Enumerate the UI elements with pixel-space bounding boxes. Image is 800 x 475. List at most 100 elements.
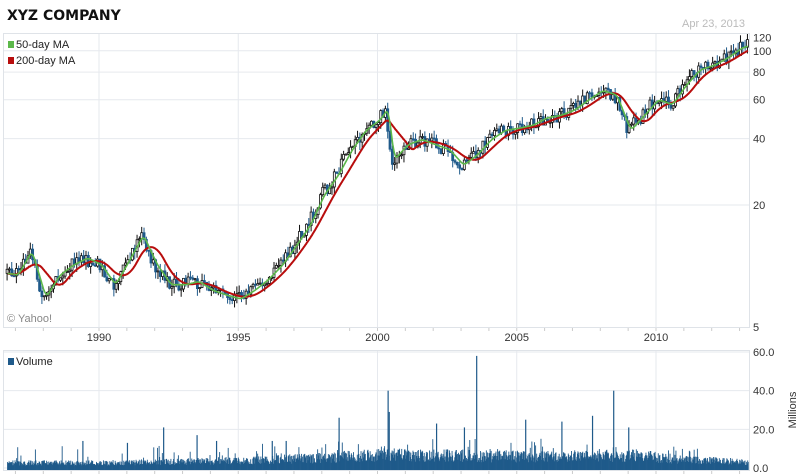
volume-bar bbox=[211, 460, 213, 470]
candle bbox=[571, 102, 575, 106]
volume-bar bbox=[731, 458, 733, 470]
volume-bar bbox=[277, 462, 279, 470]
volume-bar bbox=[173, 452, 175, 470]
volume-bar bbox=[747, 462, 749, 470]
volume-bar bbox=[559, 458, 561, 470]
volume-bar bbox=[106, 465, 108, 470]
volume-bar bbox=[54, 460, 56, 470]
volume-bar bbox=[140, 459, 142, 470]
candle bbox=[585, 92, 589, 105]
price-tick-label: 80 bbox=[753, 67, 765, 79]
volume-bar bbox=[119, 461, 121, 470]
volume-bar bbox=[285, 457, 286, 470]
volume-bar bbox=[744, 460, 746, 470]
volume-bar bbox=[610, 454, 612, 470]
volume-bar bbox=[107, 464, 109, 470]
volume-bar bbox=[564, 453, 566, 470]
price-tick-label: 5 bbox=[753, 322, 759, 334]
volume-bar bbox=[727, 460, 729, 470]
price-panel-frame bbox=[3, 33, 750, 328]
volume-bar bbox=[51, 463, 52, 470]
volume-bar bbox=[567, 453, 569, 470]
volume-bar bbox=[297, 457, 299, 470]
volume-bar bbox=[373, 456, 375, 470]
volume-bar bbox=[500, 454, 502, 470]
volume-bar bbox=[244, 460, 246, 470]
volume-bar bbox=[719, 459, 721, 470]
legend-swatch-ma50 bbox=[8, 41, 14, 48]
volume-bar bbox=[7, 462, 8, 470]
volume-bar bbox=[527, 454, 529, 470]
volume-bar bbox=[380, 452, 382, 470]
volume-bar bbox=[460, 453, 462, 470]
volume-bar bbox=[539, 452, 541, 470]
volume-spike-bar bbox=[387, 390, 389, 470]
volume-bar bbox=[466, 460, 468, 470]
volume-bar bbox=[737, 461, 738, 470]
volume-bar bbox=[606, 449, 608, 470]
legend-label-ma200: 200-day MA bbox=[16, 55, 76, 67]
volume-bar bbox=[401, 448, 403, 470]
volume-bar bbox=[723, 458, 725, 470]
volume-bar bbox=[364, 453, 366, 470]
volume-bar bbox=[494, 453, 496, 470]
volume-bar bbox=[105, 460, 107, 470]
volume-bar bbox=[152, 463, 154, 470]
volume-bar bbox=[273, 460, 275, 470]
volume-bar bbox=[177, 455, 179, 470]
candle bbox=[462, 159, 466, 170]
volume-bar bbox=[670, 462, 672, 470]
volume-bar bbox=[37, 462, 39, 470]
volume-bar bbox=[140, 460, 142, 470]
volume-bar bbox=[23, 461, 25, 470]
candle bbox=[230, 299, 234, 301]
volume-bar bbox=[40, 463, 42, 470]
volume-bar bbox=[197, 458, 199, 470]
volume-bar bbox=[209, 455, 211, 470]
volume-bar bbox=[333, 452, 335, 470]
volume-bar bbox=[185, 464, 187, 470]
volume-bar bbox=[43, 461, 45, 470]
volume-bar bbox=[686, 460, 688, 470]
volume-bar bbox=[286, 461, 288, 470]
volume-bar bbox=[572, 460, 574, 470]
candle bbox=[588, 92, 592, 95]
volume-bar bbox=[200, 462, 202, 470]
volume-bar bbox=[173, 459, 175, 470]
volume-bar bbox=[207, 462, 209, 470]
volume-bar bbox=[541, 459, 542, 470]
candle bbox=[68, 269, 72, 272]
volume-bar bbox=[586, 450, 587, 470]
volume-bar bbox=[274, 460, 276, 470]
volume-bar bbox=[131, 460, 133, 470]
volume-bar bbox=[632, 456, 634, 470]
volume-bar bbox=[437, 454, 439, 470]
volume-bar bbox=[135, 459, 137, 470]
volume-bar bbox=[295, 461, 297, 470]
volume-bar bbox=[290, 461, 292, 470]
volume-bar bbox=[703, 458, 705, 470]
volume-bar bbox=[272, 458, 274, 470]
volume-bar bbox=[288, 461, 290, 470]
volume-bar bbox=[688, 457, 690, 470]
volume-bar bbox=[182, 459, 184, 470]
volume-bar bbox=[53, 462, 55, 470]
volume-bar bbox=[48, 461, 50, 470]
volume-bar bbox=[480, 451, 481, 470]
candle bbox=[634, 117, 638, 123]
volume-bar bbox=[302, 456, 304, 470]
volume-bar bbox=[449, 452, 451, 470]
volume-bar bbox=[410, 452, 412, 470]
volume-bar bbox=[467, 459, 469, 470]
volume-bar bbox=[78, 462, 80, 470]
volume-bar bbox=[88, 460, 90, 470]
candle bbox=[256, 283, 260, 286]
volume-bar bbox=[461, 450, 463, 470]
volume-bar bbox=[108, 464, 110, 470]
candle bbox=[460, 167, 464, 170]
volume-bar bbox=[608, 453, 609, 470]
volume-bar bbox=[331, 454, 333, 470]
volume-bar bbox=[617, 456, 619, 470]
volume-bar bbox=[296, 454, 298, 470]
volume-bar bbox=[497, 460, 499, 470]
